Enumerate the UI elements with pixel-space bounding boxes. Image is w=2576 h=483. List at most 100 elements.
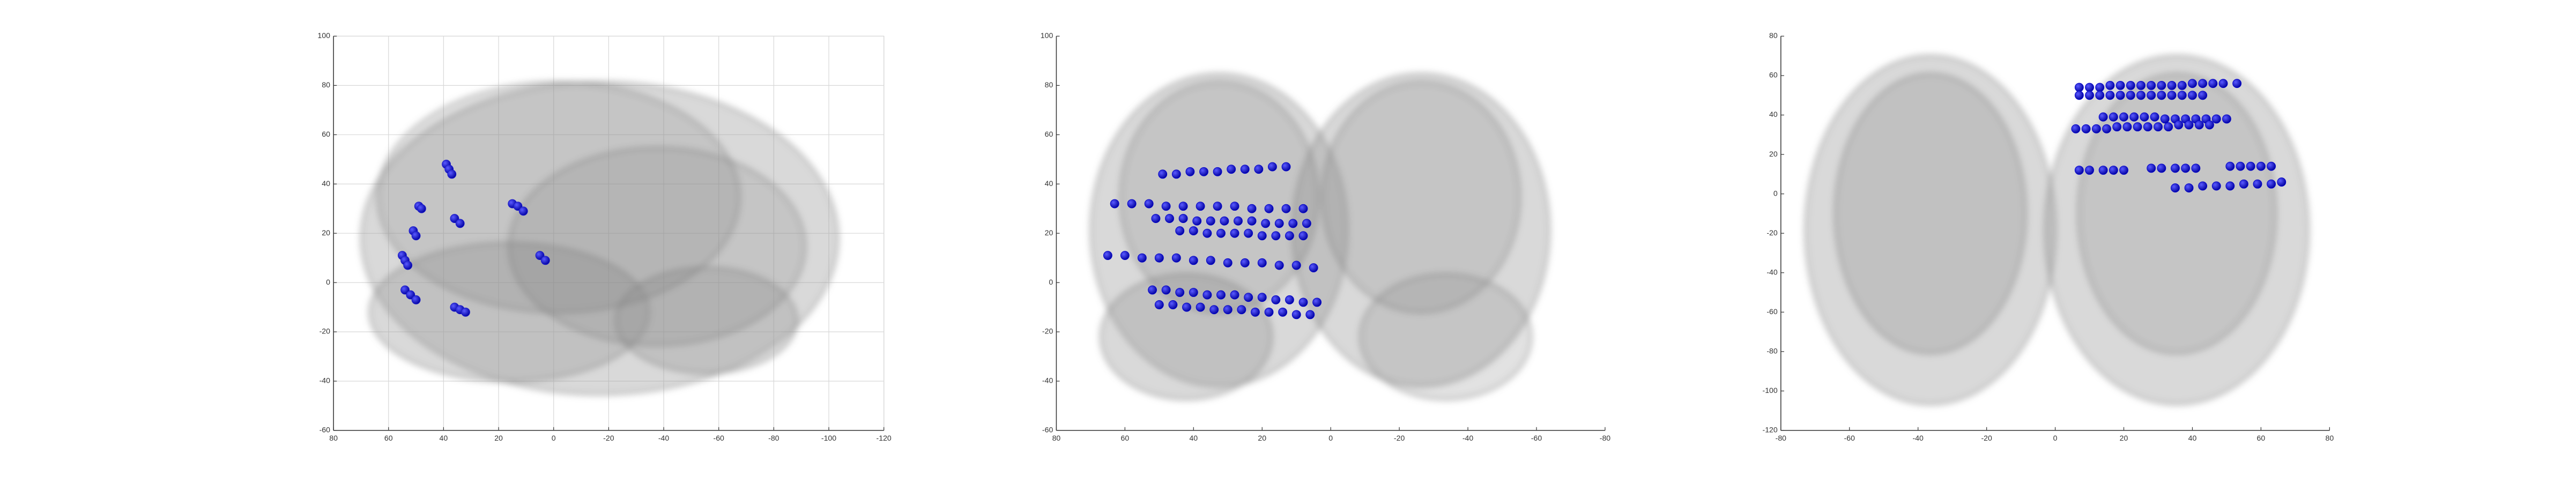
x-tick-label: 60 (1121, 434, 1130, 442)
electrode (2154, 122, 2163, 132)
electrode (1223, 258, 1233, 267)
electrode (2236, 161, 2245, 171)
y-tick-label: 80 (1045, 80, 1053, 89)
brain-surface (1804, 54, 2310, 406)
y-tick-label: -60 (1766, 307, 1778, 316)
electrode (1168, 300, 1178, 309)
electrode (1161, 202, 1171, 211)
y-tick-label: 80 (1769, 31, 1778, 40)
electrode (1220, 216, 1229, 226)
electrode (1154, 253, 1164, 263)
electrode (1206, 216, 1215, 226)
electrode (1175, 226, 1185, 236)
electrode (1267, 162, 1277, 172)
electrode (2119, 112, 2128, 122)
x-tick-label: -60 (1531, 434, 1542, 442)
y-tick-label: 40 (1769, 110, 1778, 118)
electrode (1271, 231, 1281, 241)
electrode (1227, 165, 1236, 174)
x-tick-label: 40 (2188, 434, 2197, 442)
electrode (1254, 165, 1264, 174)
electrode (1278, 307, 1288, 317)
electrode (2157, 80, 2166, 90)
y-tick-label: 40 (1045, 179, 1053, 188)
electrode (2115, 91, 2125, 100)
electrode (2109, 166, 2118, 175)
electrode (1178, 214, 1188, 224)
y-tick-label: 0 (1773, 189, 1778, 197)
electrode (2167, 80, 2177, 90)
electrode (403, 261, 413, 270)
electrode (2091, 124, 2101, 133)
electrode (447, 169, 457, 179)
electrode (2136, 80, 2146, 90)
electrode (1244, 228, 1253, 238)
x-tick-label: 60 (2257, 434, 2266, 442)
x-tick-label: 80 (1052, 434, 1061, 442)
y-tick-label: 0 (326, 278, 330, 286)
electrode (1234, 216, 1243, 226)
electrode (2211, 181, 2221, 191)
electrode (1196, 302, 1205, 312)
electrode (2098, 166, 2108, 175)
electrode (1274, 261, 1284, 270)
brain-lobe (508, 146, 806, 346)
electrode (1247, 204, 1257, 213)
electrode (1257, 231, 1267, 241)
electrode (2129, 112, 2139, 122)
y-tick-label: -40 (1766, 267, 1778, 276)
electrode (2133, 122, 2142, 132)
x-tick-label: -40 (658, 434, 670, 442)
electrode (1178, 202, 1188, 211)
electrode (2109, 112, 2118, 122)
electrode (2267, 161, 2276, 171)
x-tick-label: -80 (768, 434, 780, 442)
x-tick-label: -120 (877, 434, 892, 442)
electrode (1165, 214, 1174, 224)
electrode (2194, 120, 2204, 130)
electrode (1261, 219, 1271, 228)
electrode (1158, 169, 1168, 179)
panel: 80 60 40 20 0 -20 -40 -60 -80 -60 -40 -20 0 20 40 60 80 1… (1041, 31, 1610, 442)
x-tick-label: 40 (1189, 434, 1198, 442)
y-tick-label: 0 (1049, 278, 1053, 286)
electrode (1305, 310, 1315, 319)
brain-lobe (1833, 72, 2027, 355)
electrode (2198, 79, 2208, 88)
electrode (1298, 298, 1308, 307)
y-tick-label: -20 (320, 327, 331, 336)
electrode (1230, 290, 1239, 300)
electrode (2147, 164, 2156, 173)
y-tick-label: -20 (1766, 228, 1778, 237)
electrode (2115, 80, 2125, 90)
electrode (2085, 166, 2094, 175)
x-tick-label: -20 (1981, 434, 1992, 442)
y-tick-label: 80 (322, 80, 330, 89)
x-tick-label: -20 (603, 434, 614, 442)
x-tick-label: -80 (1776, 434, 1787, 442)
electrode (1192, 216, 1202, 226)
x-tick-label: 0 (1328, 434, 1333, 442)
electrode (1189, 256, 1198, 265)
electrode (2147, 80, 2156, 90)
x-tick-label: -60 (1844, 434, 1855, 442)
electrode (1285, 295, 1294, 304)
electrode (2256, 161, 2266, 171)
electrode (2222, 114, 2231, 124)
electrode (2225, 161, 2235, 171)
electrode (2171, 164, 2180, 173)
electrode (2177, 80, 2187, 90)
x-tick-label: 20 (2120, 434, 2128, 442)
y-tick-label: -60 (320, 426, 331, 434)
electrode (2188, 79, 2197, 88)
y-tick-label: 20 (322, 228, 330, 237)
y-tick-label: 60 (1045, 130, 1053, 138)
y-tick-label: 40 (322, 179, 330, 188)
electrode (1202, 228, 1212, 238)
electrode (2177, 91, 2187, 100)
y-tick-label: 100 (317, 31, 330, 40)
y-tick-label: 60 (1769, 71, 1778, 79)
brain-surface (1089, 72, 1551, 400)
electrode (1206, 256, 1215, 265)
